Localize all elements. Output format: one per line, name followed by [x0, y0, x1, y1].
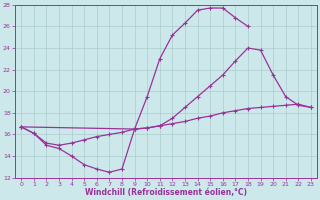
X-axis label: Windchill (Refroidissement éolien,°C): Windchill (Refroidissement éolien,°C)	[85, 188, 247, 197]
